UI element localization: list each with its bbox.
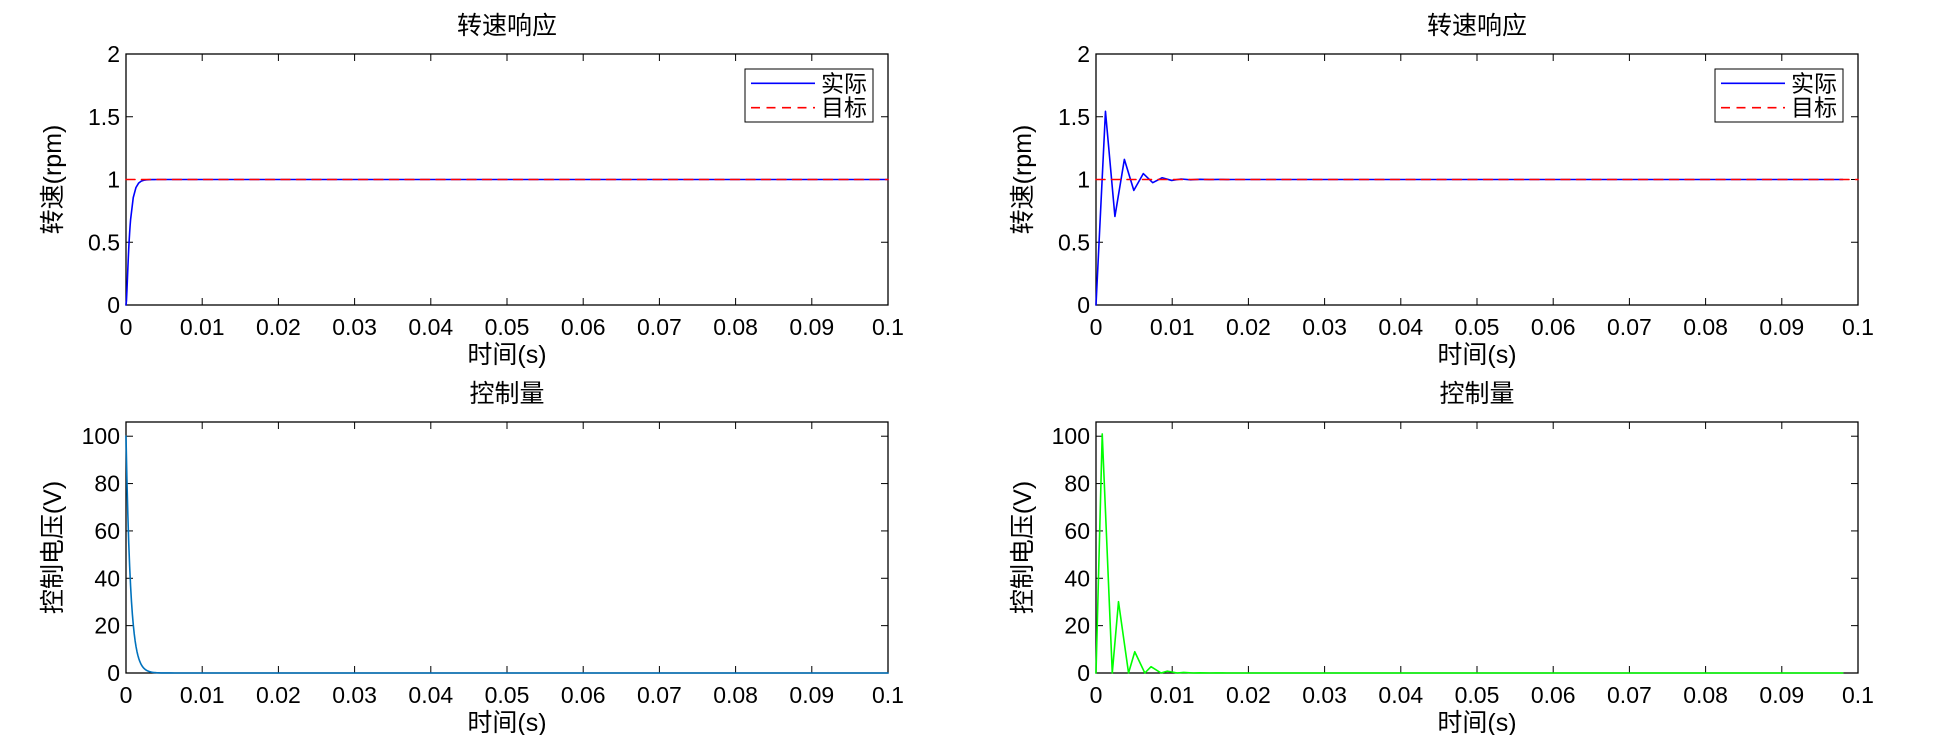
svg-text:转速响应: 转速响应 — [1427, 12, 1527, 40]
svg-text:0.07: 0.07 — [637, 314, 682, 340]
svg-text:0: 0 — [1090, 682, 1103, 708]
svg-text:0.05: 0.05 — [1455, 314, 1500, 340]
svg-text:0.02: 0.02 — [256, 682, 301, 708]
svg-text:0.05: 0.05 — [485, 682, 530, 708]
svg-text:1.5: 1.5 — [1058, 104, 1090, 130]
svg-text:0.03: 0.03 — [1302, 314, 1347, 340]
svg-text:0.04: 0.04 — [408, 682, 453, 708]
svg-text:1: 1 — [1077, 167, 1090, 193]
svg-text:0.04: 0.04 — [408, 314, 453, 340]
svg-text:0.5: 0.5 — [1058, 229, 1090, 255]
svg-text:0.06: 0.06 — [1531, 682, 1576, 708]
svg-text:100: 100 — [1052, 423, 1090, 449]
svg-text:60: 60 — [1064, 517, 1090, 543]
svg-text:0.02: 0.02 — [256, 314, 301, 340]
svg-text:20: 20 — [1064, 612, 1090, 638]
svg-text:0.08: 0.08 — [1683, 314, 1728, 340]
svg-text:控制电压(V): 控制电压(V) — [1009, 480, 1037, 613]
svg-text:控制电压(V): 控制电压(V) — [39, 480, 67, 613]
svg-text:100: 100 — [82, 423, 120, 449]
svg-text:0.01: 0.01 — [180, 314, 225, 340]
svg-text:0.01: 0.01 — [1150, 682, 1195, 708]
svg-text:1.5: 1.5 — [88, 104, 120, 130]
svg-text:0.03: 0.03 — [332, 314, 377, 340]
svg-text:时间(s): 时间(s) — [467, 341, 546, 368]
svg-text:0.04: 0.04 — [1378, 682, 1423, 708]
svg-text:0.06: 0.06 — [1531, 314, 1576, 340]
svg-text:0.09: 0.09 — [1759, 314, 1804, 340]
svg-text:0.04: 0.04 — [1378, 314, 1423, 340]
svg-text:0.08: 0.08 — [1683, 682, 1728, 708]
svg-text:2: 2 — [107, 41, 120, 67]
svg-text:1: 1 — [107, 167, 120, 193]
svg-text:控制量: 控制量 — [1439, 380, 1514, 408]
svg-text:0.03: 0.03 — [332, 682, 377, 708]
svg-text:目标: 目标 — [821, 95, 867, 121]
svg-text:转速(rpm): 转速(rpm) — [1009, 125, 1037, 235]
svg-text:实际: 实际 — [1791, 70, 1837, 96]
svg-text:60: 60 — [94, 517, 120, 543]
svg-text:时间(s): 时间(s) — [1437, 709, 1516, 736]
svg-text:0.09: 0.09 — [789, 314, 834, 340]
svg-text:0: 0 — [120, 682, 133, 708]
svg-text:0.02: 0.02 — [1226, 314, 1271, 340]
svg-text:80: 80 — [94, 470, 120, 496]
svg-text:0.05: 0.05 — [485, 314, 530, 340]
svg-text:时间(s): 时间(s) — [467, 709, 546, 736]
svg-text:40: 40 — [94, 565, 120, 591]
svg-text:0.5: 0.5 — [88, 229, 120, 255]
svg-text:0.07: 0.07 — [1607, 682, 1652, 708]
svg-text:0.06: 0.06 — [561, 314, 606, 340]
svg-text:20: 20 — [94, 612, 120, 638]
svg-text:80: 80 — [1064, 470, 1090, 496]
svg-text:0.01: 0.01 — [1150, 314, 1195, 340]
svg-text:0.07: 0.07 — [1607, 314, 1652, 340]
svg-text:转速响应: 转速响应 — [457, 12, 557, 40]
svg-text:0.06: 0.06 — [561, 682, 606, 708]
svg-text:0.09: 0.09 — [789, 682, 834, 708]
svg-text:0: 0 — [1077, 660, 1090, 686]
svg-text:0.03: 0.03 — [1302, 682, 1347, 708]
svg-text:0.1: 0.1 — [1842, 314, 1874, 340]
svg-text:0.01: 0.01 — [180, 682, 225, 708]
svg-text:控制量: 控制量 — [469, 380, 544, 408]
svg-text:0.08: 0.08 — [713, 682, 758, 708]
svg-text:目标: 目标 — [1791, 95, 1837, 121]
svg-text:0: 0 — [107, 292, 120, 318]
svg-text:0.07: 0.07 — [637, 682, 682, 708]
svg-text:0.08: 0.08 — [713, 314, 758, 340]
svg-text:0.1: 0.1 — [872, 314, 904, 340]
svg-text:40: 40 — [1064, 565, 1090, 591]
svg-text:0.09: 0.09 — [1759, 682, 1804, 708]
svg-text:0: 0 — [1077, 292, 1090, 318]
svg-text:转速(rpm): 转速(rpm) — [39, 125, 67, 235]
svg-text:0: 0 — [120, 314, 133, 340]
svg-text:0.1: 0.1 — [872, 682, 904, 708]
svg-text:实际: 实际 — [821, 70, 867, 96]
svg-text:0: 0 — [1090, 314, 1103, 340]
svg-text:2: 2 — [1077, 41, 1090, 67]
svg-text:0: 0 — [107, 660, 120, 686]
svg-text:0.1: 0.1 — [1842, 682, 1874, 708]
svg-text:0.02: 0.02 — [1226, 682, 1271, 708]
svg-text:0.05: 0.05 — [1455, 682, 1500, 708]
svg-text:时间(s): 时间(s) — [1437, 341, 1516, 368]
